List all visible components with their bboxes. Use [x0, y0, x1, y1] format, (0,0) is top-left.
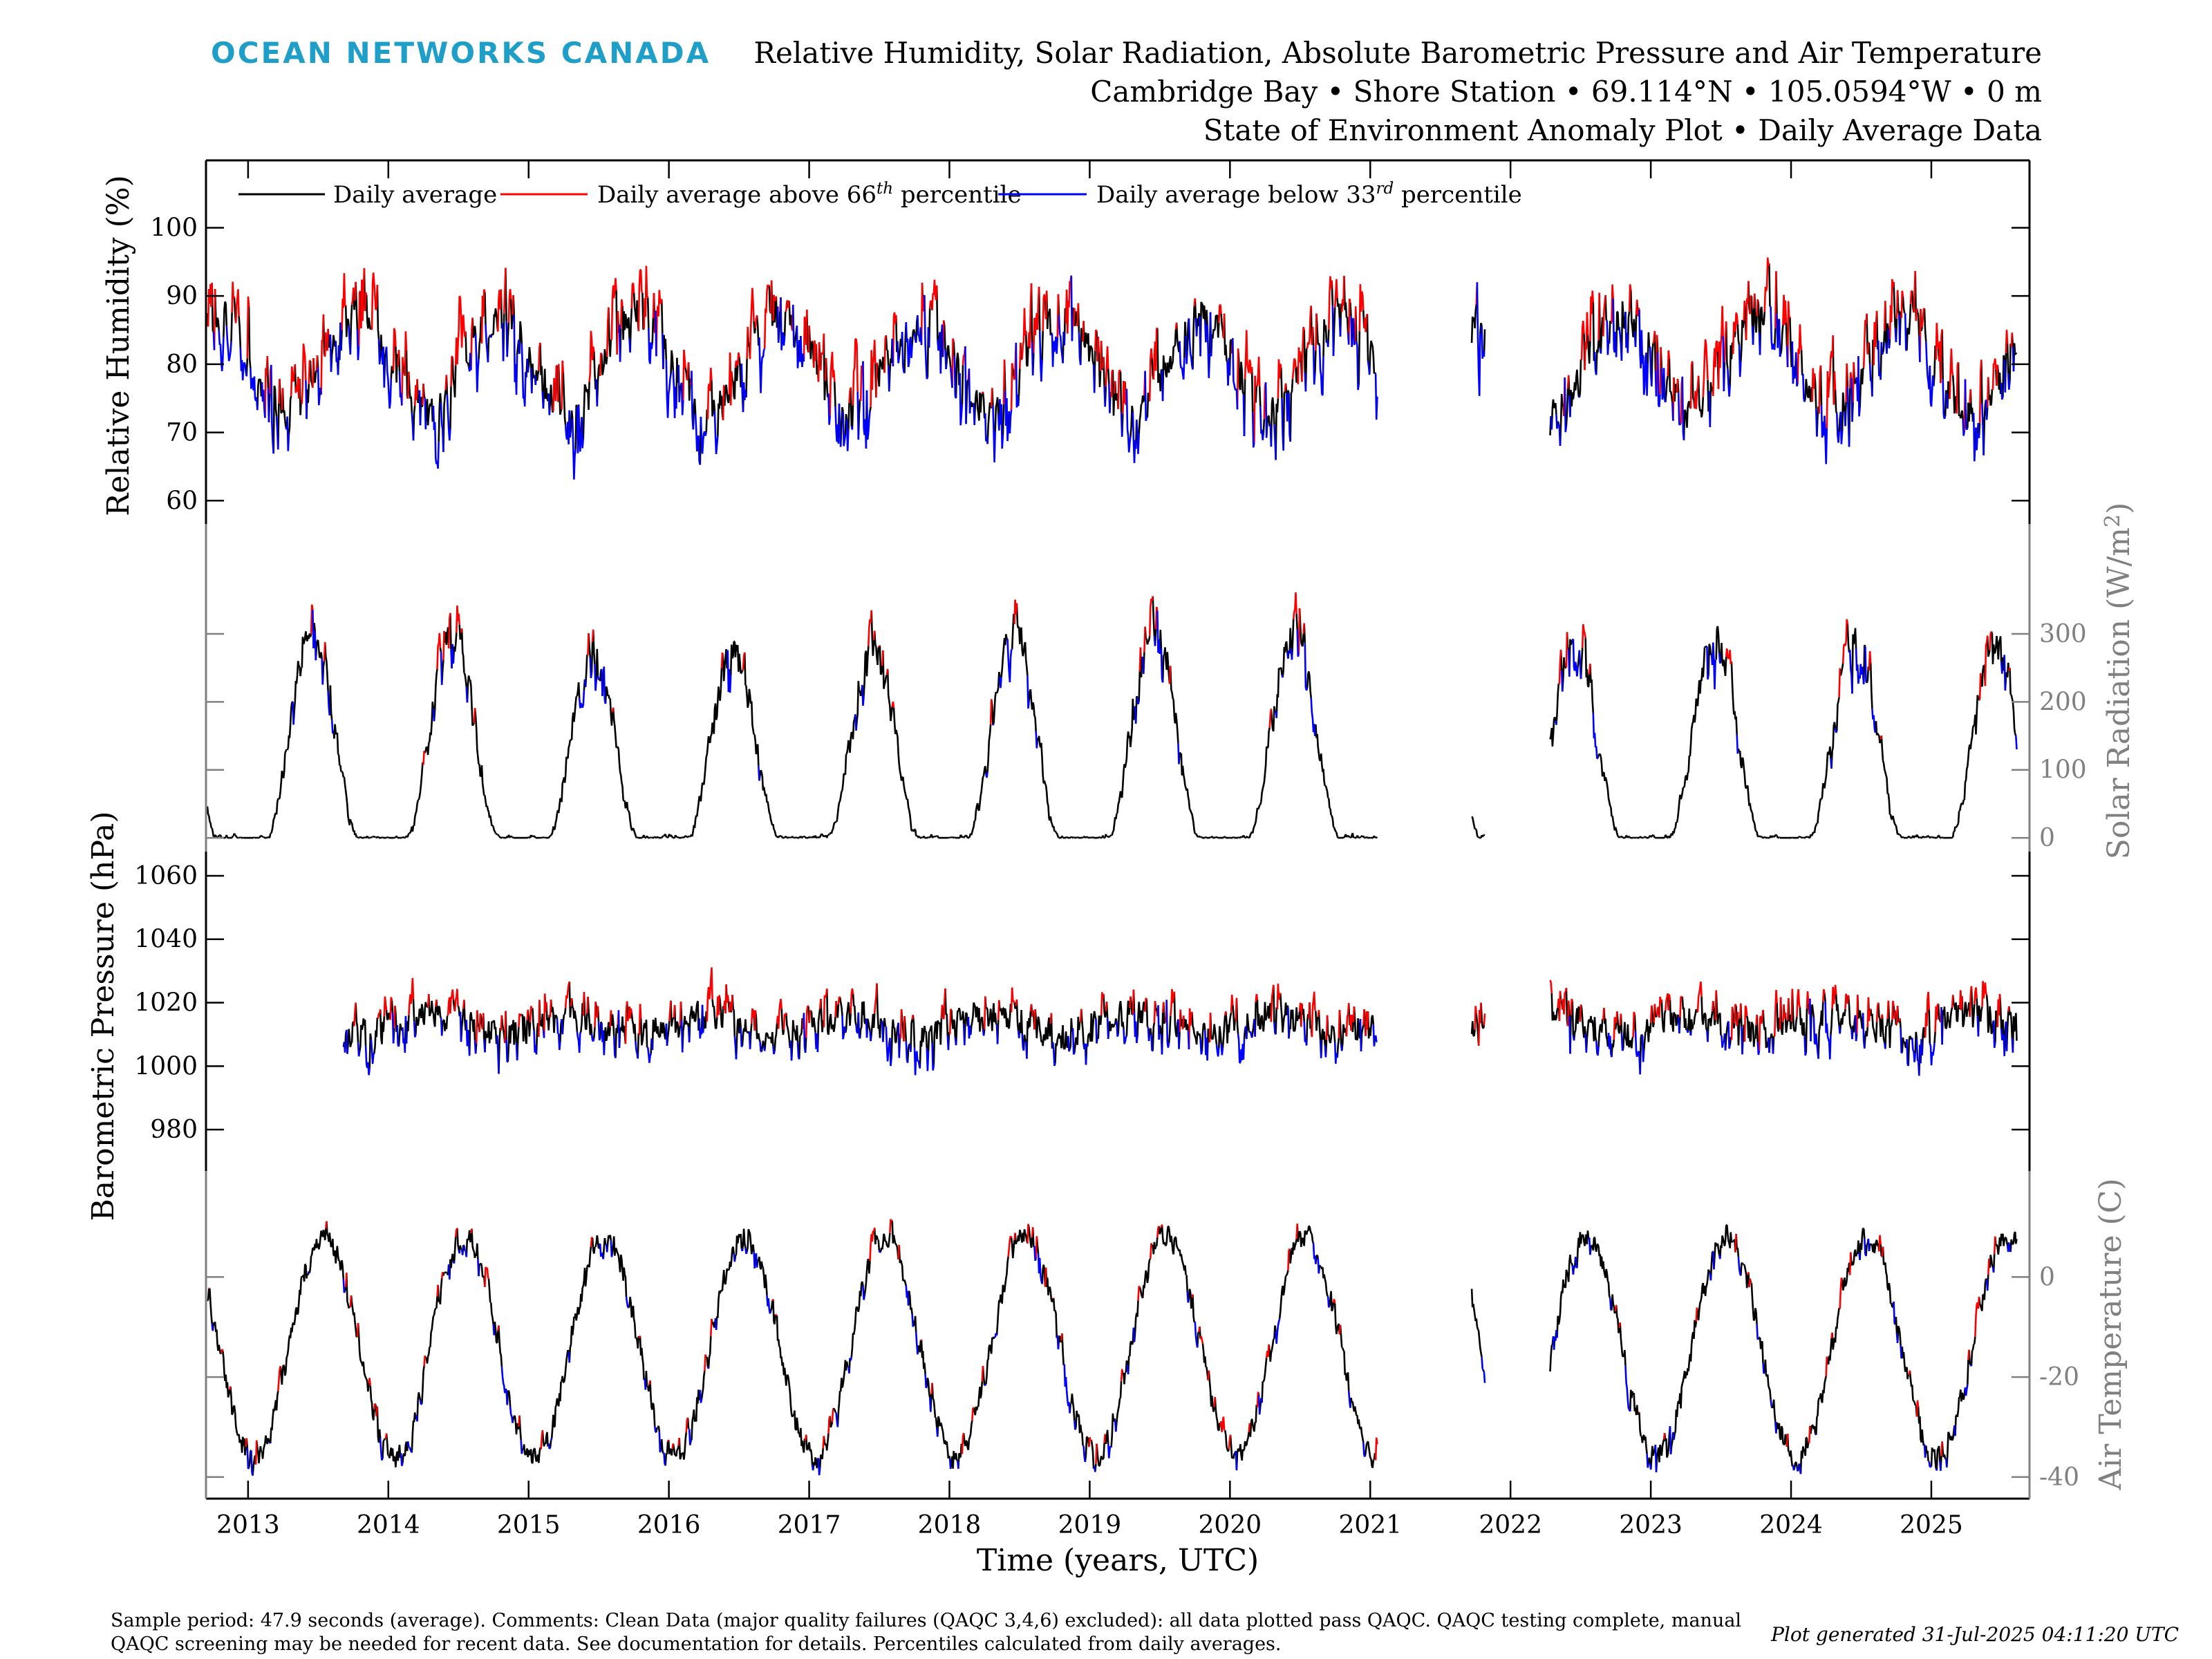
legend-label-below: Daily average below 33rd percentile [1096, 180, 1522, 209]
x-axis-title: Time (years, UTC) [977, 1543, 1259, 1578]
series-solar [206, 592, 2018, 839]
line-above-66th-pressure [353, 967, 2010, 1051]
axis-ticks: 6070809010001002003009801000102010401060… [134, 160, 2087, 1539]
y-axis-title-humidity: Relative Humidity (%) [101, 175, 136, 516]
footer-note: Sample period: 47.9 seconds (average). C… [111, 1610, 1742, 1655]
x-tick-label: 2024 [1759, 1511, 1823, 1539]
x-tick-label: 2016 [637, 1511, 701, 1539]
x-tick-label: 2013 [216, 1511, 280, 1539]
legend-label-above-main: Daily average above 66 [597, 181, 877, 209]
x-tick-label: 2022 [1479, 1511, 1542, 1539]
y-tick-label-pressure: 1040 [134, 926, 198, 954]
y-tick-label-solar: 200 [2039, 688, 2087, 716]
y-tick-label-temperature: 0 [2039, 1263, 2055, 1291]
line-below-33rd-temperature [211, 1237, 2012, 1477]
y-tick-label-pressure: 980 [150, 1116, 198, 1144]
y-tick-label-humidity: 60 [166, 487, 198, 515]
onc-logo: OCEAN NETWORKS CANADA [211, 36, 711, 70]
y-axis-title-temperature: Air Temperature (C) [2093, 1178, 2128, 1490]
line-daily-average-temperature [207, 1220, 2018, 1476]
legend-label-below-tail: percentile [1394, 181, 1522, 209]
x-tick-label: 2015 [497, 1511, 561, 1539]
line-below-33rd-humidity [212, 275, 2015, 480]
legend-label-above-sup: th [877, 180, 893, 198]
series-group [206, 257, 2018, 1477]
legend-label-below-sup: rd [1376, 180, 1394, 198]
y-axis-title-solar-tail: ) [2101, 503, 2137, 514]
x-tick-label: 2018 [918, 1511, 982, 1539]
y-axis-title-solar-sup: 2 [2101, 514, 2125, 527]
chart-title: Relative Humidity, Solar Radiation, Abso… [753, 36, 2042, 70]
line-above-66th-solar [310, 592, 2011, 765]
x-tick-label: 2021 [1338, 1511, 1402, 1539]
y-axis-title-pressure: Barometric Pressure (hPa) [86, 811, 121, 1221]
series-pressure [342, 967, 2018, 1076]
line-daily-average-solar [206, 596, 2017, 839]
station-subtitle: Cambridge Bay • Shore Station • 69.114°N… [1090, 75, 2042, 109]
plot-generated-timestamp: Plot generated 31-Jul-2025 04:11:20 UTC [1771, 1623, 2179, 1646]
y-tick-label-humidity: 70 [166, 419, 198, 447]
y-tick-label-pressure: 1000 [134, 1052, 198, 1080]
x-tick-label: 2014 [357, 1511, 420, 1539]
y-tick-label-temperature: -20 [2039, 1363, 2079, 1391]
line-below-33rd-pressure [343, 998, 2014, 1076]
line-above-66th-humidity [207, 257, 2014, 442]
y-axis-title-solar: Solar Radiation (W/m2) [2101, 503, 2137, 860]
y-axis-title-solar-main: Solar Radiation (W/m [2101, 527, 2137, 859]
y-tick-label-solar: 0 [2039, 824, 2055, 852]
legend-label-average: Daily average [333, 181, 497, 209]
series-temperature [207, 1219, 2018, 1477]
y-tick-label-humidity: 100 [150, 214, 198, 242]
series-humidity [206, 257, 2018, 480]
legend-label-below-main: Daily average below 33 [1096, 181, 1376, 209]
y-tick-label-humidity: 80 [166, 350, 198, 379]
plot-frame [205, 159, 2031, 1500]
x-tick-label: 2020 [1199, 1511, 1262, 1539]
y-tick-label-humidity: 90 [166, 282, 198, 310]
line-above-66th-temperature [209, 1219, 1996, 1465]
x-tick-label: 2017 [778, 1511, 841, 1539]
y-tick-label-pressure: 1020 [134, 989, 198, 1018]
legend-label-above: Daily average above 66th percentile [597, 180, 1022, 209]
x-tick-label: 2025 [1900, 1511, 1963, 1539]
x-tick-label: 2019 [1058, 1511, 1122, 1539]
line-below-33rd-solar [292, 610, 2018, 781]
x-tick-label: 2023 [1619, 1511, 1683, 1539]
y-tick-label-solar: 300 [2039, 620, 2087, 648]
plot-type-subtitle: State of Environment Anomaly Plot • Dail… [1203, 113, 2042, 147]
y-tick-label-pressure: 1060 [134, 862, 198, 890]
y-tick-label-temperature: -40 [2039, 1463, 2079, 1492]
y-tick-label-solar: 100 [2039, 756, 2087, 785]
legend: Daily average Daily average above 66th p… [238, 180, 1522, 209]
